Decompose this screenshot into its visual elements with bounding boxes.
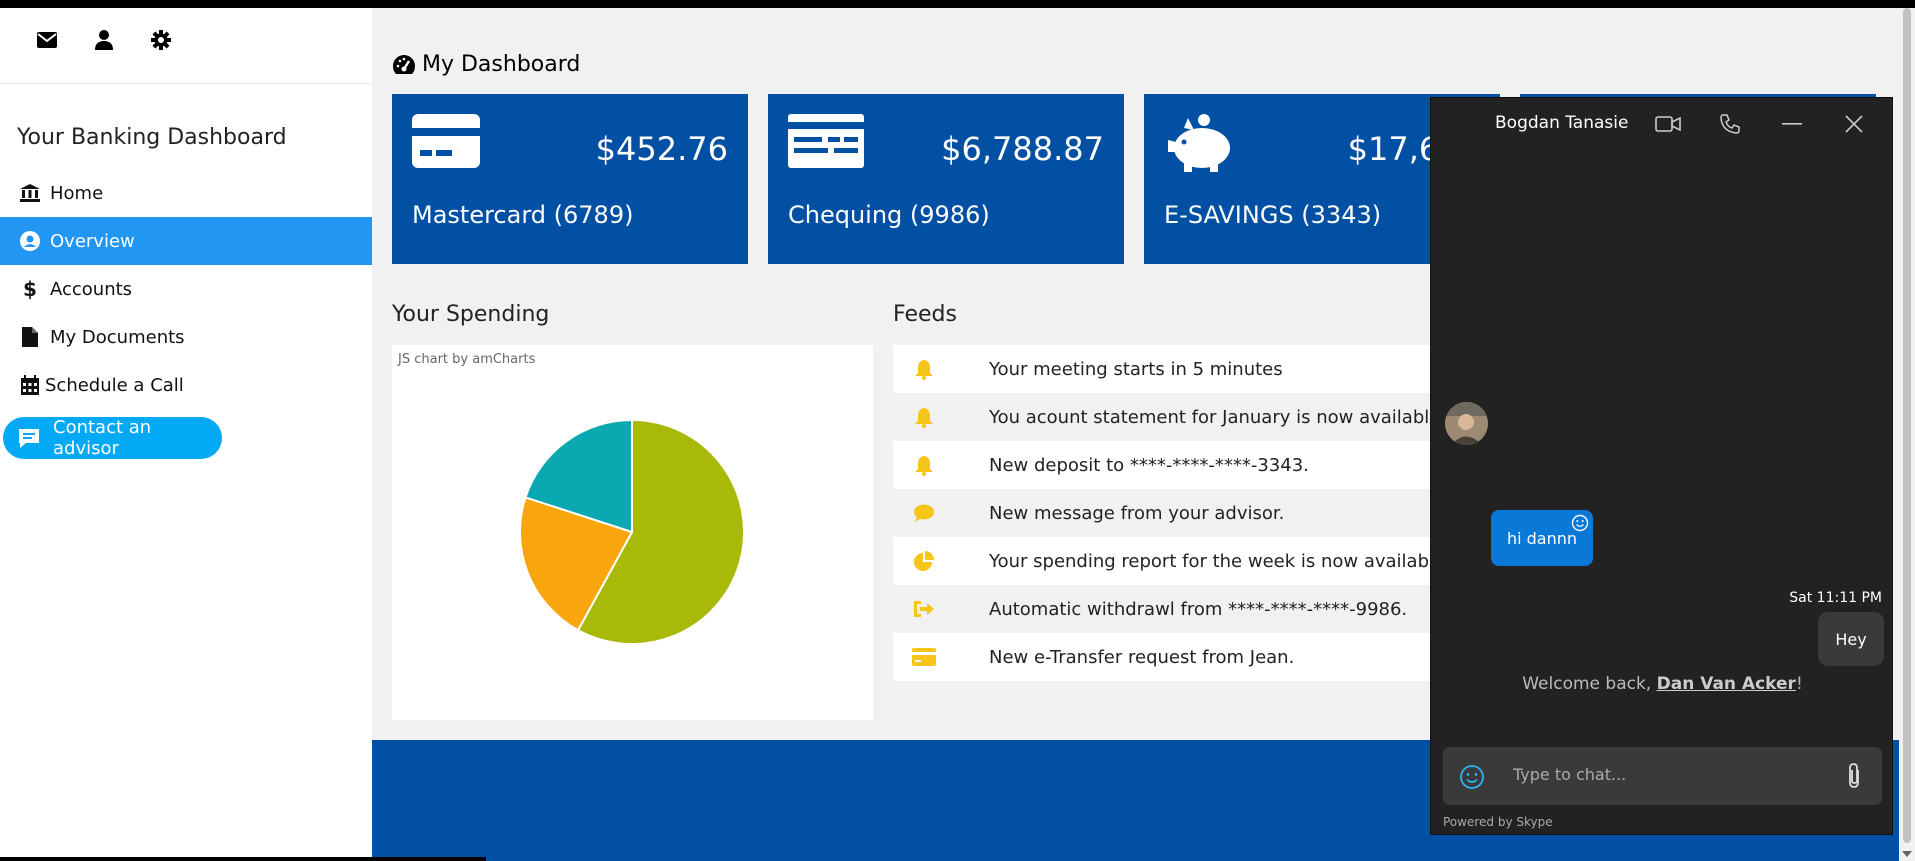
chat-window: Bogdan Tanasie hi dannn Sat 11:11 PM Hey… xyxy=(1430,97,1893,835)
account-card-chequing[interactable]: $6,788.87 Chequing (9986) xyxy=(768,94,1124,264)
feeds-list: Your meeting starts in 5 minutes You acou… xyxy=(893,345,1453,681)
feed-item-text: Automatic withdrawl from ****-****-****-… xyxy=(989,598,1408,620)
emoji-reaction-icon[interactable] xyxy=(1571,514,1589,532)
calendar-icon xyxy=(19,374,41,396)
pie-chart xyxy=(519,418,745,645)
user-circle-icon xyxy=(19,230,41,252)
sidebar-item-label: My Documents xyxy=(50,326,185,348)
card-name: Chequing (9986) xyxy=(788,201,990,229)
feed-item-text: New deposit to ****-****-****-3343. xyxy=(989,454,1309,476)
scroll-down-icon[interactable] xyxy=(1902,849,1912,859)
browser-top-edge xyxy=(0,0,1915,8)
feed-item-text: You acount statement for January is now … xyxy=(989,406,1447,428)
feed-item-text: New e-Transfer request from Jean. xyxy=(989,646,1295,668)
sidebar-item-overview[interactable]: Overview xyxy=(0,217,372,265)
comment-icon xyxy=(893,503,955,523)
chat-contact-name: Bogdan Tanasie xyxy=(1495,113,1629,133)
close-icon[interactable] xyxy=(1841,112,1867,136)
scrollbar-thumb[interactable] xyxy=(1903,8,1911,843)
page-title-text: My Dashboard xyxy=(422,52,581,77)
incoming-message: hi dannn xyxy=(1491,510,1593,566)
incoming-message-text: hi dannn xyxy=(1506,528,1578,548)
feed-item-text: Your meeting starts in 5 minutes xyxy=(989,358,1283,380)
feed-item[interactable]: New e-Transfer request from Jean. xyxy=(893,633,1453,681)
pie-chart-icon xyxy=(893,550,955,572)
contact-advisor-button[interactable]: Contact an advisor xyxy=(3,417,222,459)
bell-icon xyxy=(893,454,955,476)
welcome-suffix: ! xyxy=(1795,674,1803,694)
dollar-icon: $ xyxy=(23,277,37,301)
credit-card-icon xyxy=(893,648,955,666)
card-amount: $6,788.87 xyxy=(941,130,1104,168)
sidebar-item-label: Accounts xyxy=(50,278,133,300)
chat-header: Bogdan Tanasie xyxy=(1431,98,1894,150)
comment-icon xyxy=(17,426,41,450)
sidebar-item-accounts[interactable]: $ Accounts xyxy=(0,265,372,313)
sidebar-icon-bar xyxy=(0,8,372,84)
sidebar-item-label: Overview xyxy=(50,230,135,252)
pie-slice-0[interactable] xyxy=(576,418,745,645)
piggy-bank-icon xyxy=(1164,114,1236,178)
sign-out-icon xyxy=(893,600,955,618)
sidebar-title: Your Banking Dashboard xyxy=(17,125,287,150)
attach-file-icon[interactable] xyxy=(1844,762,1864,790)
feed-item[interactable]: New deposit to ****-****-****-3343. xyxy=(893,441,1453,489)
avatar xyxy=(1445,402,1488,445)
horizontal-scrollbar[interactable] xyxy=(0,857,486,861)
welcome-prefix: Welcome back, xyxy=(1522,674,1657,694)
page-title: My Dashboard xyxy=(392,52,580,77)
chat-text-input[interactable]: Type to chat... xyxy=(1513,765,1627,784)
contact-advisor-label: Contact an advisor xyxy=(53,417,152,459)
dashboard-gauge-icon xyxy=(393,54,415,74)
minimize-icon[interactable] xyxy=(1779,112,1805,136)
feeds-title: Feeds xyxy=(893,302,957,327)
card-name: Mastercard (6789) xyxy=(412,201,634,229)
spending-title: Your Spending xyxy=(392,302,550,327)
gear-icon[interactable] xyxy=(147,26,175,54)
outgoing-message-text: Hey xyxy=(1835,629,1867,649)
welcome-message: Welcome back, Dan Van Acker! xyxy=(1431,674,1894,694)
powered-by-label: Powered by Skype xyxy=(1443,815,1553,829)
sidebar-item-label: Home xyxy=(50,182,104,204)
pie-slice-1[interactable] xyxy=(519,496,634,632)
feed-item[interactable]: Your meeting starts in 5 minutes xyxy=(893,345,1453,393)
card-amount: $452.76 xyxy=(595,130,728,168)
envelope-icon[interactable] xyxy=(33,26,61,54)
feed-item[interactable]: New message from your advisor. xyxy=(893,489,1453,537)
bell-icon xyxy=(893,358,955,380)
vertical-scrollbar[interactable] xyxy=(1899,8,1915,861)
outgoing-message: Hey xyxy=(1818,612,1884,666)
sidebar-nav: Home Overview $ Accounts My Documents Sc… xyxy=(0,169,372,409)
sidebar-item-my-documents[interactable]: My Documents xyxy=(0,313,372,361)
pie-slice-2[interactable] xyxy=(524,418,633,534)
sidebar: Your Banking Dashboard Home Overview $ A… xyxy=(0,8,372,861)
sidebar-item-home[interactable]: Home xyxy=(0,169,372,217)
cheque-card-icon xyxy=(788,114,864,172)
chart-credit-link[interactable]: JS chart by amCharts xyxy=(398,352,536,367)
card-name: E-SAVINGS (3343) xyxy=(1164,201,1382,229)
welcome-user-link[interactable]: Dan Van Acker xyxy=(1656,674,1796,694)
account-card-mastercard[interactable]: $452.76 Mastercard (6789) xyxy=(392,94,748,264)
feed-item[interactable]: Automatic withdrawl from ****-****-****-… xyxy=(893,585,1453,633)
spending-chart: JS chart by amCharts xyxy=(392,345,873,720)
sidebar-item-schedule-call[interactable]: Schedule a Call xyxy=(0,361,372,409)
credit-card-icon xyxy=(412,114,480,172)
bank-icon xyxy=(19,182,41,204)
feed-item[interactable]: Your spending report for the week is now… xyxy=(893,537,1453,585)
feed-item-text: Your spending report for the week is now… xyxy=(989,550,1446,572)
phone-call-icon[interactable] xyxy=(1717,112,1743,136)
message-timestamp: Sat 11:11 PM xyxy=(1789,590,1882,606)
user-icon[interactable] xyxy=(90,26,118,54)
bell-icon xyxy=(893,406,955,428)
chat-input-bar[interactable]: Type to chat... xyxy=(1443,747,1882,805)
sidebar-item-label: Schedule a Call xyxy=(45,374,184,396)
feed-item-text: New message from your advisor. xyxy=(989,502,1285,524)
file-icon xyxy=(19,326,41,348)
feed-item[interactable]: You acount statement for January is now … xyxy=(893,393,1453,441)
video-call-icon[interactable] xyxy=(1655,112,1681,136)
emoji-picker-icon[interactable] xyxy=(1459,764,1485,790)
